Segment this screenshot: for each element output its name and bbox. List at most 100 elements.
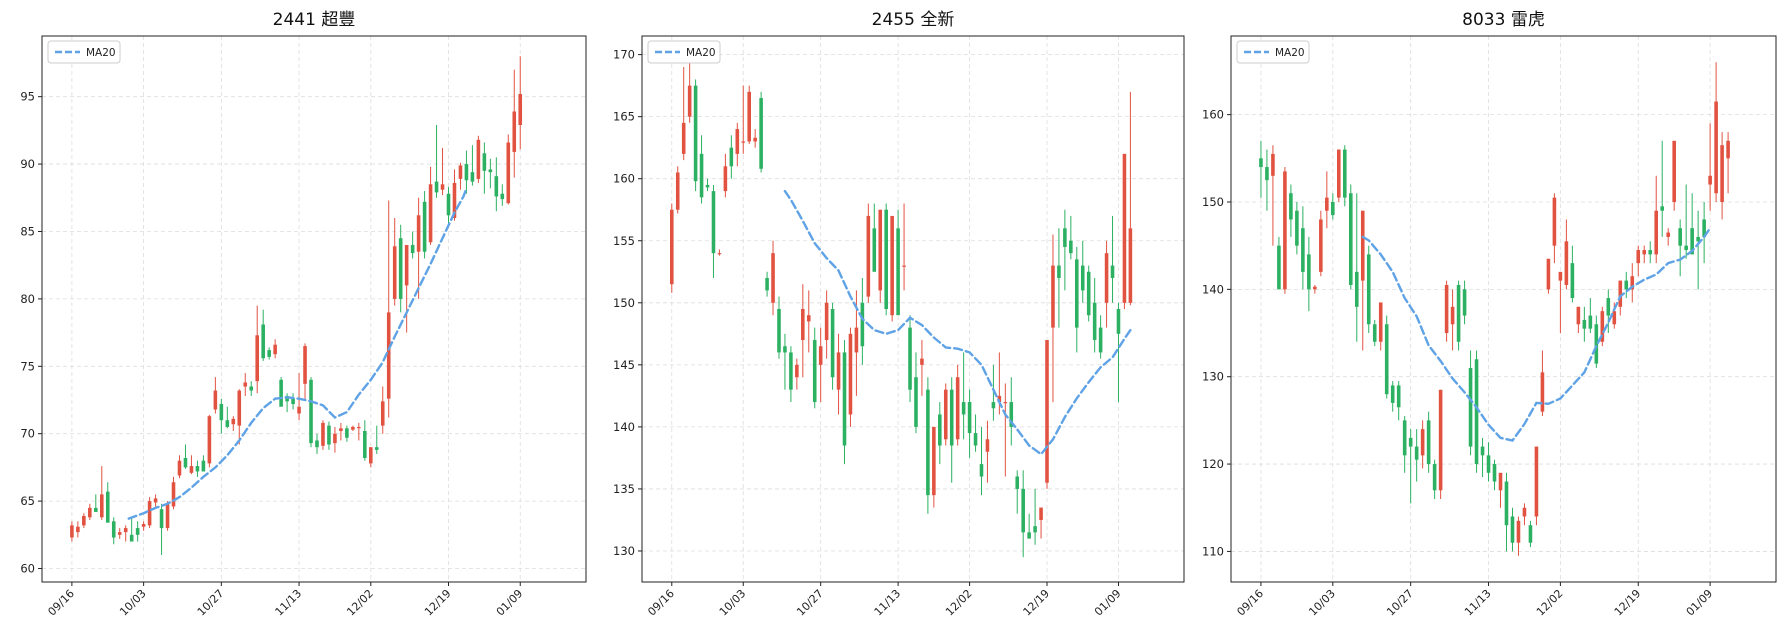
candle-body <box>1558 271 1563 281</box>
candle-body <box>1504 481 1509 526</box>
candle <box>848 327 853 427</box>
candle-body <box>997 395 1002 403</box>
candle-body <box>374 447 379 450</box>
x-tick-label: 12/19 <box>422 587 454 619</box>
candle-body <box>1265 167 1269 181</box>
candle-body <box>1528 525 1533 543</box>
candle <box>1420 420 1425 469</box>
candle <box>82 513 86 529</box>
candle-body <box>1039 507 1043 520</box>
candle-body <box>1086 271 1091 316</box>
candle-body <box>512 111 517 152</box>
candle-body <box>363 431 367 458</box>
candle-body <box>1366 254 1371 325</box>
candle-body <box>1277 245 1281 290</box>
candle-body <box>1390 385 1395 403</box>
candle-body <box>88 507 92 518</box>
legend-label: MA20 <box>1275 47 1305 59</box>
candle <box>339 422 343 441</box>
candle-body <box>1289 193 1293 220</box>
candle-body <box>1516 520 1521 543</box>
candle <box>297 373 301 421</box>
candle <box>1003 383 1008 477</box>
candle <box>249 381 254 396</box>
candle-body <box>967 402 972 434</box>
x-tick-label: 12/02 <box>344 587 376 619</box>
candle <box>1606 289 1611 334</box>
candle-body <box>914 377 918 427</box>
candle <box>1696 210 1700 290</box>
candle-body <box>1051 265 1055 328</box>
candle <box>464 150 469 194</box>
candle <box>830 302 835 390</box>
x-tick-label: 12/02 <box>943 587 975 619</box>
candle <box>159 503 164 556</box>
candle <box>141 521 146 531</box>
candle-body <box>1402 420 1407 456</box>
candle <box>836 333 841 415</box>
candle <box>991 364 996 421</box>
candle <box>1313 284 1317 294</box>
candle-body <box>1480 446 1485 456</box>
y-tick-label: 140 <box>1202 282 1224 296</box>
candle-body <box>1684 245 1688 251</box>
y-tick-label: 170 <box>613 48 635 62</box>
candle-body <box>920 358 924 365</box>
candle-body <box>518 93 523 125</box>
candle-body <box>1432 464 1437 491</box>
candle <box>1666 228 1670 246</box>
candle <box>1438 389 1443 500</box>
candle-body <box>699 153 704 198</box>
candle-body <box>249 386 254 391</box>
candle <box>1104 240 1109 328</box>
y-tick-label: 135 <box>613 482 635 496</box>
candle-body <box>1642 250 1647 255</box>
candle <box>747 85 751 144</box>
candle <box>729 135 734 179</box>
candle-body <box>1360 210 1365 281</box>
candle-body <box>410 244 415 254</box>
candle-body <box>842 352 847 446</box>
candle <box>273 339 277 359</box>
candle-body <box>735 129 740 154</box>
x-tick-label: 11/13 <box>273 587 305 619</box>
candle-body <box>949 389 954 446</box>
candle <box>1390 381 1395 412</box>
candle <box>189 455 194 475</box>
candle <box>1086 265 1091 322</box>
candle <box>699 135 704 204</box>
legend-box <box>47 40 121 64</box>
chart-title: 2441 超豐 <box>273 10 356 30</box>
candle <box>1456 280 1461 351</box>
candle <box>1342 145 1347 207</box>
candle <box>177 455 182 479</box>
x-tick-label: 10/03 <box>717 587 749 619</box>
candle <box>1289 184 1293 237</box>
candle-body <box>255 335 260 382</box>
legend-label: MA20 <box>86 47 116 59</box>
candle-body <box>1498 472 1503 491</box>
candle-body <box>219 404 224 421</box>
candle <box>1690 193 1694 255</box>
candle <box>1021 470 1025 558</box>
candle-body <box>1331 201 1335 216</box>
candle-body <box>1612 311 1617 325</box>
y-tick-label: 140 <box>613 420 635 434</box>
candle-body <box>711 191 716 254</box>
candle-body <box>985 439 990 452</box>
candle <box>446 186 451 225</box>
candle-body <box>1636 250 1641 264</box>
y-tick-label: 110 <box>1202 544 1224 558</box>
candle-body <box>1110 265 1115 278</box>
candle <box>518 56 523 150</box>
candle <box>1271 145 1275 246</box>
candle <box>1510 507 1515 552</box>
candle <box>422 191 427 259</box>
candle <box>1259 140 1263 198</box>
candle <box>938 402 942 465</box>
x-tick-label: 01/09 <box>1092 587 1124 619</box>
candle-body <box>1456 284 1461 342</box>
candle-body <box>765 277 769 291</box>
candle <box>1678 219 1682 277</box>
candle <box>1540 350 1545 417</box>
